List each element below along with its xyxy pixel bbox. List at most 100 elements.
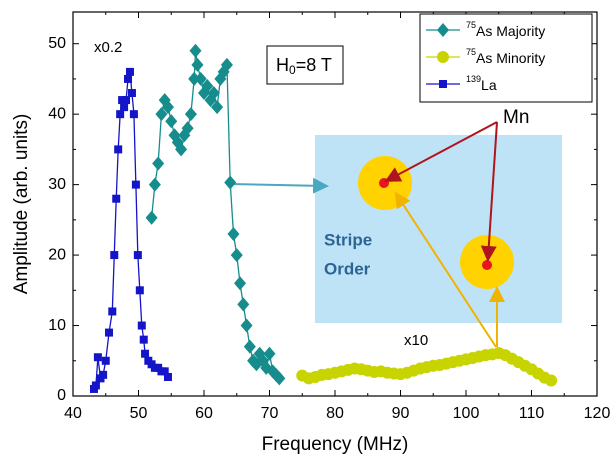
data-point [165,114,178,129]
legend-label: 139La [466,74,497,92]
x-tick-label: 40 [64,405,82,422]
data-point [127,89,136,98]
data-point [240,318,253,333]
data-point [155,107,168,122]
legend-name: La [481,77,497,93]
mn-dot [379,178,389,188]
arrow [394,191,497,348]
field-symbol: H [276,55,289,75]
data-point [110,251,119,260]
x-tick-label: 80 [326,405,344,422]
x-tick-label: 120 [584,405,611,422]
legend-marker [437,51,449,63]
data-point [545,374,558,387]
y-tick-label: 30 [48,176,66,193]
x-axis-title: Frequency (MHz) [262,434,409,455]
data-point [184,107,197,122]
annotation: x10 [404,332,428,349]
inset-label: Stripe [324,230,372,249]
legend-label: 75As Majority [466,20,545,38]
y-tick-label: 50 [48,35,66,52]
y-tick-label: 10 [48,317,66,334]
data-point [163,372,172,381]
data-point [112,194,121,203]
data-point [243,339,256,354]
inset-label: Order [324,259,371,278]
legend-label: 75As Minority [466,47,545,65]
mn-dot [482,260,492,270]
data-point [124,74,133,83]
data-point [101,356,110,365]
data-point [108,307,117,316]
data-point [181,121,194,136]
data-point [125,67,134,76]
data-point [201,78,214,93]
x-tick-label: 50 [130,405,148,422]
arrow [480,121,498,262]
data-point [234,276,247,291]
data-point [145,210,158,225]
arrow [384,121,498,182]
x-tick-label: 60 [195,405,213,422]
legend-name: As Majority [476,23,545,39]
data-point [161,100,174,115]
data-point [99,370,108,379]
legend-isotope: 139 [466,74,481,84]
data-point [139,335,148,344]
data-point [141,349,150,358]
data-point [133,251,142,260]
data-point [230,248,243,263]
data-point [160,367,169,376]
legend-marker [439,80,447,88]
data-point [227,226,240,241]
mn-label: Mn [503,107,529,128]
field-box [266,45,344,85]
data-point [135,286,144,295]
annotation: x0.2 [94,39,122,56]
data-point [93,353,102,362]
series-line [93,71,169,390]
data-point [273,371,286,386]
data-point [114,145,123,154]
data-point [263,346,276,361]
data-point [152,156,165,171]
data-point [188,71,201,86]
y-tick-label: 40 [48,105,66,122]
data-point [105,328,114,337]
data-point [122,96,131,105]
x-tick-label: 110 [519,405,545,422]
data-point [224,175,237,190]
legend-marker [437,23,449,37]
data-point [116,110,125,119]
field-label: H0=8 T [276,55,332,77]
data-point [175,142,188,157]
arrow [229,177,329,194]
y-tick-label: 20 [48,246,66,263]
data-point [211,100,224,115]
y-tick-label: 0 [57,387,66,404]
data-point [191,57,204,72]
data-point [237,297,250,312]
data-point [194,71,207,86]
data-point [220,57,233,72]
data-point [129,110,138,119]
data-point [137,321,146,330]
data-point [148,177,161,192]
field-rest: =8 T [296,55,332,75]
x-tick-label: 90 [392,405,410,422]
data-point [189,43,202,58]
data-point [207,86,220,101]
data-point [91,381,100,390]
x-tick-label: 100 [453,405,480,422]
legend-isotope: 75 [466,47,476,57]
legend-isotope: 75 [466,20,476,30]
inset-panel [315,135,562,323]
x-tick-label: 70 [261,405,279,422]
y-axis-title: Amplitude (arb. units) [11,114,32,295]
legend-name: As Minority [476,50,545,66]
field-sub: 0 [289,63,296,77]
data-point [131,180,140,189]
data-point [120,103,129,112]
plot-frame [72,11,598,397]
